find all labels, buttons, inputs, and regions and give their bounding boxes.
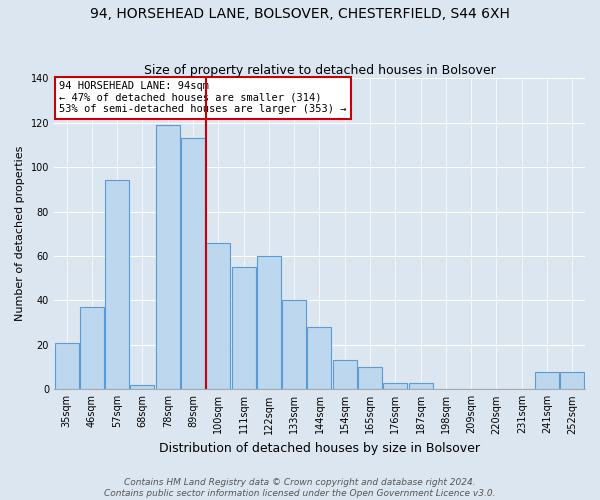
Bar <box>282 300 306 390</box>
X-axis label: Distribution of detached houses by size in Bolsover: Distribution of detached houses by size … <box>159 442 480 455</box>
Bar <box>257 256 281 390</box>
Bar <box>535 372 559 390</box>
Bar <box>358 367 382 390</box>
Bar <box>232 267 256 390</box>
Bar <box>409 382 433 390</box>
Bar <box>181 138 205 390</box>
Bar <box>307 327 331 390</box>
Bar <box>560 372 584 390</box>
Bar <box>55 342 79 390</box>
Title: Size of property relative to detached houses in Bolsover: Size of property relative to detached ho… <box>143 64 496 77</box>
Y-axis label: Number of detached properties: Number of detached properties <box>15 146 25 322</box>
Bar <box>206 242 230 390</box>
Bar <box>383 382 407 390</box>
Bar <box>80 307 104 390</box>
Bar <box>130 385 154 390</box>
Text: Contains HM Land Registry data © Crown copyright and database right 2024.
Contai: Contains HM Land Registry data © Crown c… <box>104 478 496 498</box>
Text: 94, HORSEHEAD LANE, BOLSOVER, CHESTERFIELD, S44 6XH: 94, HORSEHEAD LANE, BOLSOVER, CHESTERFIE… <box>90 8 510 22</box>
Bar <box>105 180 129 390</box>
Bar <box>156 125 180 390</box>
Bar <box>333 360 357 390</box>
Text: 94 HORSEHEAD LANE: 94sqm
← 47% of detached houses are smaller (314)
53% of semi-: 94 HORSEHEAD LANE: 94sqm ← 47% of detach… <box>59 82 347 114</box>
